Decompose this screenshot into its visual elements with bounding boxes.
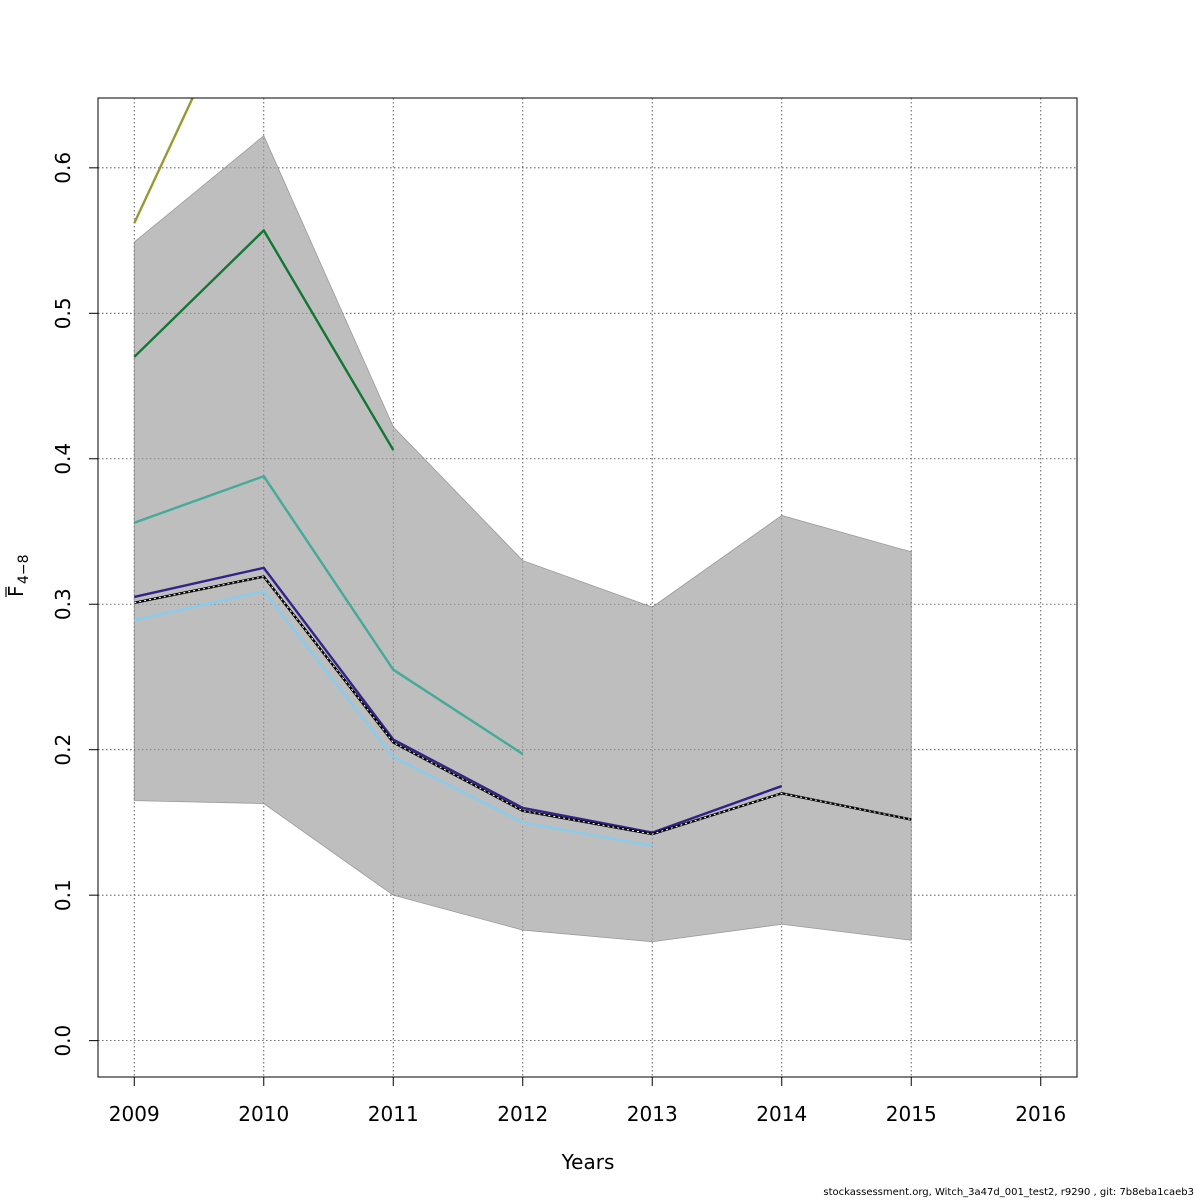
series-line-3 (133, 589, 653, 847)
series-line-0 (133, 98, 194, 224)
series-line-4 (133, 566, 783, 834)
y-tick-label-4: 0.4 (51, 443, 75, 475)
x-tick-label-3: 2012 (497, 1102, 548, 1126)
x-tick-label-1: 2010 (238, 1102, 289, 1126)
series-lines (133, 98, 912, 847)
confidence-band (133, 135, 912, 943)
grid-overlay (98, 98, 1077, 1077)
y-tick-label-6: 0.6 (51, 152, 75, 184)
series-line-1 (133, 229, 395, 451)
confidence-band-area (133, 135, 912, 943)
y-axis-title-subscript: 4−8 (16, 554, 32, 584)
y-tick-label-5: 0.5 (51, 297, 75, 329)
series-line-2 (133, 475, 524, 756)
y-tick-label-3: 0.3 (51, 588, 75, 620)
x-tick-label-7: 2016 (1015, 1102, 1066, 1126)
y-axis-title-main: F (4, 585, 28, 597)
x-tick-label-6: 2015 (886, 1102, 937, 1126)
y-axis-title: F 4−8 (4, 554, 32, 597)
x-tick-label-0: 2009 (109, 1102, 160, 1126)
x-tick-label-2: 2011 (368, 1102, 419, 1126)
y-axis: 0.0 0.1 0.2 0.3 0.4 0.5 0.6 (51, 152, 99, 1057)
y-tick-label-2: 0.2 (51, 734, 75, 766)
x-axis-title: Years (561, 1150, 615, 1174)
y-tick-label-0: 0.0 (51, 1025, 75, 1057)
series-line-5-dashes (134, 576, 912, 835)
x-axis: 2009 2010 2011 2012 2013 2014 2015 2016 (109, 1076, 1066, 1126)
footer-credit: stockassessment.org, Witch_3a47d_001_tes… (823, 1187, 1194, 1198)
y-tick-label-1: 0.1 (51, 879, 75, 911)
x-tick-label-4: 2013 (627, 1102, 678, 1126)
x-tick-label-5: 2014 (756, 1102, 807, 1126)
